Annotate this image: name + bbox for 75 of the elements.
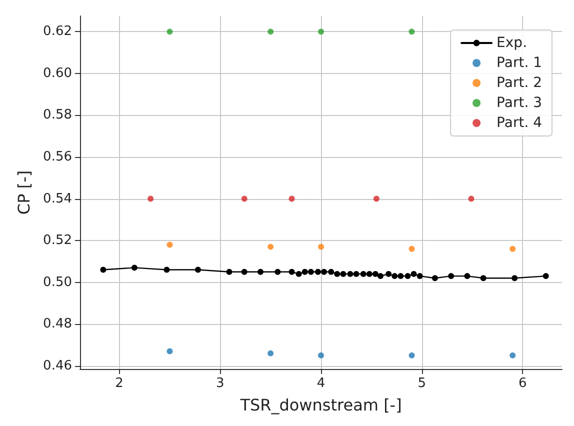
point bbox=[386, 270, 392, 277]
point bbox=[321, 268, 328, 275]
point bbox=[302, 268, 308, 275]
y-axis-title: CP [-] bbox=[14, 170, 34, 215]
point bbox=[408, 246, 415, 252]
x-tick-label: 2 bbox=[115, 376, 124, 391]
legend-label: Part. 1 bbox=[496, 55, 542, 71]
y-tick-label: 0.52 bbox=[43, 233, 72, 248]
y-tick-label: 0.60 bbox=[43, 66, 72, 81]
point bbox=[340, 270, 346, 277]
point bbox=[166, 242, 173, 248]
point bbox=[378, 273, 384, 280]
point bbox=[268, 350, 274, 356]
point bbox=[194, 266, 201, 273]
point bbox=[328, 268, 334, 275]
point bbox=[408, 352, 415, 358]
point bbox=[392, 273, 398, 280]
legend-label: Part. 4 bbox=[496, 115, 542, 131]
point bbox=[347, 270, 354, 277]
y-tick-label: 0.58 bbox=[43, 108, 72, 123]
point bbox=[131, 264, 138, 271]
x-tick-label: 5 bbox=[418, 376, 426, 391]
point bbox=[432, 275, 438, 282]
point bbox=[318, 244, 324, 250]
point bbox=[258, 268, 264, 275]
y-tick-label: 0.54 bbox=[43, 191, 72, 206]
point bbox=[241, 268, 248, 275]
point bbox=[288, 268, 295, 275]
y-tick-label: 0.62 bbox=[43, 24, 72, 40]
point bbox=[404, 273, 411, 280]
point bbox=[372, 270, 378, 277]
point bbox=[510, 352, 516, 358]
point bbox=[296, 270, 302, 277]
point bbox=[274, 268, 281, 275]
point bbox=[334, 270, 340, 277]
x-tick-label: 6 bbox=[518, 376, 527, 391]
point bbox=[314, 268, 321, 275]
point bbox=[268, 244, 274, 250]
legend-label: Exp. bbox=[496, 35, 528, 51]
point bbox=[166, 348, 173, 354]
x-tick-label: 3 bbox=[216, 376, 224, 391]
point bbox=[166, 28, 173, 35]
point bbox=[318, 352, 324, 358]
point bbox=[464, 273, 470, 280]
point bbox=[410, 270, 417, 277]
y-tick-label: 0.56 bbox=[43, 149, 72, 164]
legend-label: Part. 3 bbox=[496, 95, 542, 111]
y-tick-label: 0.46 bbox=[43, 358, 72, 374]
point bbox=[416, 273, 423, 280]
point bbox=[408, 28, 415, 35]
point bbox=[480, 275, 486, 282]
point bbox=[100, 266, 106, 273]
legend-label: Part. 2 bbox=[496, 75, 542, 91]
point bbox=[241, 196, 248, 202]
x-axis-title: TSR_downstream [-] bbox=[239, 396, 402, 414]
point bbox=[542, 273, 549, 280]
point bbox=[510, 246, 516, 252]
point bbox=[373, 196, 380, 202]
point bbox=[353, 270, 360, 277]
point bbox=[226, 268, 232, 275]
point bbox=[164, 266, 170, 273]
point bbox=[468, 196, 474, 202]
y-tick-label: 0.48 bbox=[43, 316, 72, 332]
point bbox=[448, 273, 454, 280]
point bbox=[308, 268, 314, 275]
point bbox=[512, 275, 518, 282]
point bbox=[366, 270, 372, 277]
x-tick-label: 4 bbox=[316, 376, 326, 391]
point bbox=[360, 270, 366, 277]
point bbox=[148, 196, 154, 202]
point bbox=[288, 196, 295, 202]
y-tick-label: 0.50 bbox=[43, 274, 72, 290]
point bbox=[318, 28, 324, 35]
point bbox=[268, 28, 274, 35]
point bbox=[398, 273, 404, 280]
